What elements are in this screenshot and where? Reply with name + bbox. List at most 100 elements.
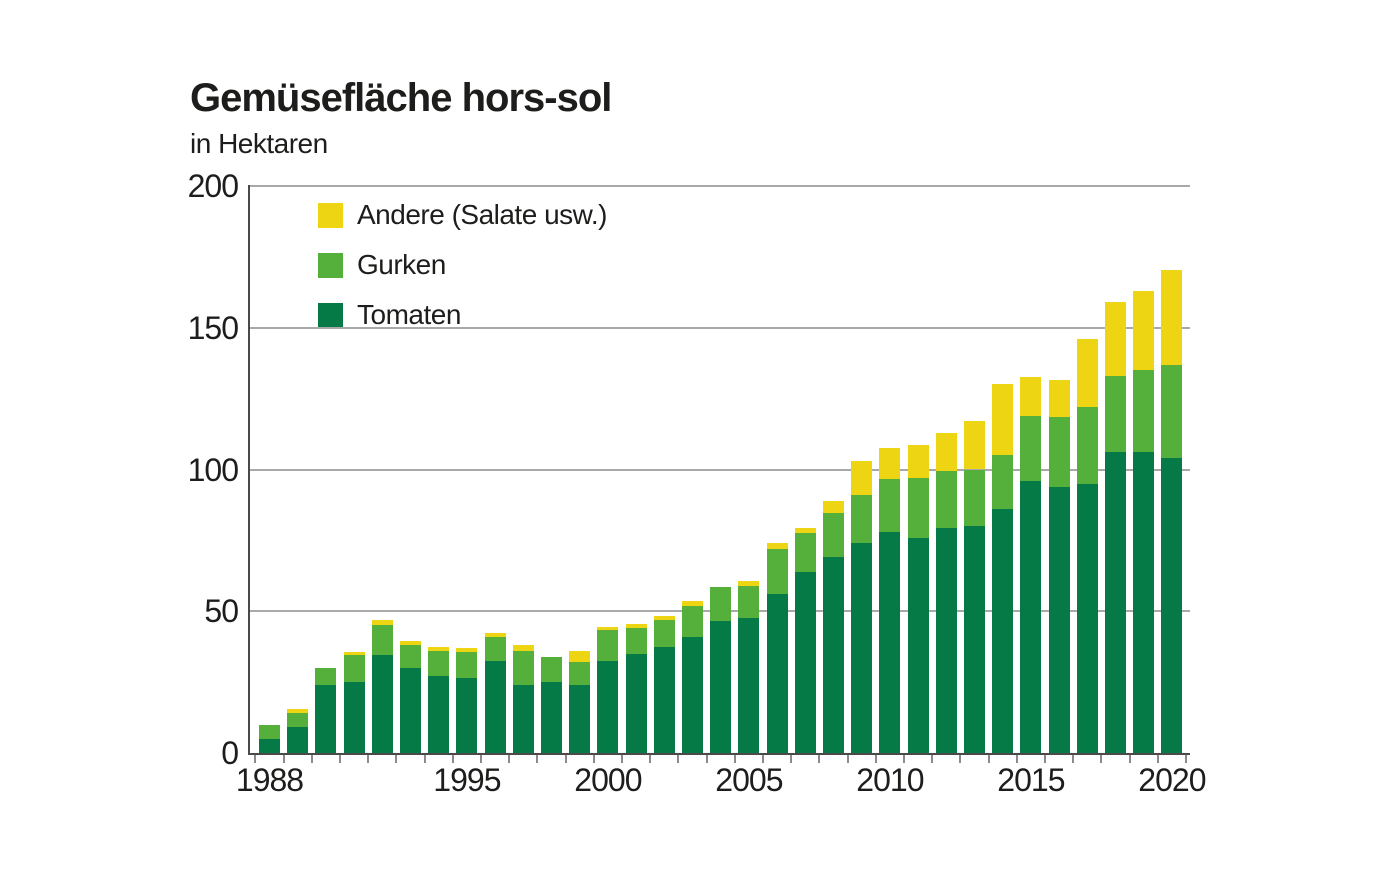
bar-2006-andere-salate-usw [766,543,788,549]
legend-label-tomaten: Tomaten [357,299,461,330]
x-tick-mark [536,755,539,763]
bar-1989-andere-salate-usw [287,709,309,714]
bar-1997-tomaten [512,684,534,753]
x-tick-mark [1015,755,1018,763]
x-tick-mark [903,755,905,763]
legend-swatch-andere-icon [318,202,343,228]
x-tick-label: 2010 [856,762,924,798]
bar-1997-gurken [512,650,534,685]
bar-2018-andere-salate-usw [1105,302,1126,376]
bar-1998-gurken [541,656,562,683]
bar-1999-gurken [569,662,591,685]
bar-2008-gurken [823,513,844,558]
x-tick-mark [649,755,652,763]
x-tick-mark [367,755,370,763]
bar-1989-tomaten [287,727,309,753]
bar-2009-tomaten [851,543,873,753]
x-tick-mark [282,755,285,763]
bar-2006-tomaten [766,594,788,753]
bar-2012-andere-salate-usw [935,432,957,471]
bar-2015-andere-salate-usw [1020,377,1042,416]
gridline-200 [250,185,1190,187]
bar-2001-gurken [625,628,647,654]
bar-2000-gurken [597,629,619,661]
bar-1993-gurken [400,645,421,668]
x-tick-mark [931,755,934,763]
x-tick-mark [987,755,990,763]
bar-2005-gurken [738,585,760,619]
bar-1990-tomaten [315,684,337,753]
x-tick-label: 1995 [433,762,501,798]
bar-1992-tomaten [371,655,393,753]
x-tick-mark [818,755,821,763]
x-tick-mark [339,755,341,763]
bar-2005-tomaten [738,618,760,753]
bar-2011-andere-salate-usw [907,445,929,478]
bar-2005-andere-salate-usw [738,581,760,586]
bar-1996-andere-salate-usw [484,632,506,637]
x-tick-mark [959,755,962,763]
legend-swatch-tomaten-icon [318,302,343,328]
x-tick-mark [1128,755,1131,763]
gridline-100 [250,468,1190,471]
x-tick-mark [733,755,736,763]
legend-item-andere: Andere (Salate usw.) [318,190,607,240]
bar-2009-gurken [851,495,873,544]
x-tick-mark [874,755,877,763]
bar-2007-tomaten [794,571,816,753]
chart-subtitle: in Hektaren [190,128,328,159]
bar-2000-tomaten [597,660,619,753]
x-tick-mark [621,755,623,763]
bar-1993-andere-salate-usw [400,641,421,646]
bar-1998-tomaten [541,682,562,753]
bar-1997-andere-salate-usw [512,645,534,651]
legend-label-andere: Andere (Salate usw.) [357,199,607,230]
bar-1994-andere-salate-usw [428,646,450,651]
y-tick-label: 0 [221,735,239,771]
x-tick-mark [790,755,793,763]
bar-2014-andere-salate-usw [992,384,1014,456]
legend-item-gurken: Gurken [318,240,607,290]
bar-1988-tomaten [259,738,280,753]
bar-2002-andere-salate-usw [653,615,675,620]
x-tick-mark [423,755,426,763]
x-tick-mark [677,755,680,763]
y-axis [248,185,250,755]
y-tick-label: 100 [187,451,239,488]
bar-1999-tomaten [569,684,591,753]
x-tick-mark [451,755,454,763]
bar-2003-tomaten [682,636,703,753]
bar-2014-tomaten [992,509,1014,753]
x-tick-mark [310,755,313,763]
bar-1991-andere-salate-usw [343,652,365,656]
bar-2016-gurken [1048,417,1070,487]
bar-2013-andere-salate-usw [964,421,985,470]
bar-1995-andere-salate-usw [456,648,478,653]
x-tick-mark [480,755,482,763]
bar-2002-gurken [653,619,675,647]
bar-2004-tomaten [710,621,732,753]
bar-2011-tomaten [907,537,929,753]
bar-2016-tomaten [1048,486,1070,753]
bar-2008-tomaten [823,557,844,753]
bar-2019-andere-salate-usw [1133,290,1155,371]
bar-2016-andere-salate-usw [1048,380,1070,418]
x-tick-label: 2015 [997,762,1065,798]
bar-2001-andere-salate-usw [625,624,647,629]
bar-2019-tomaten [1133,452,1155,753]
legend-item-tomaten: Tomaten [318,290,607,340]
bar-1991-gurken [343,655,365,683]
bar-2000-andere-salate-usw [597,626,619,630]
chart-title: Gemüsefläche hors-sol [190,76,612,120]
x-tick-mark [1044,755,1046,763]
bar-1990-gurken [315,667,337,685]
x-axis [248,753,1190,755]
bar-1988-gurken [259,724,280,739]
gridline-150 [250,326,1190,329]
bar-2020-tomaten [1161,458,1183,753]
bar-2008-andere-salate-usw [823,500,844,514]
bar-2011-gurken [907,478,929,538]
bar-2014-gurken [992,455,1014,510]
x-tick-mark [705,755,708,763]
bar-2012-tomaten [935,527,957,753]
